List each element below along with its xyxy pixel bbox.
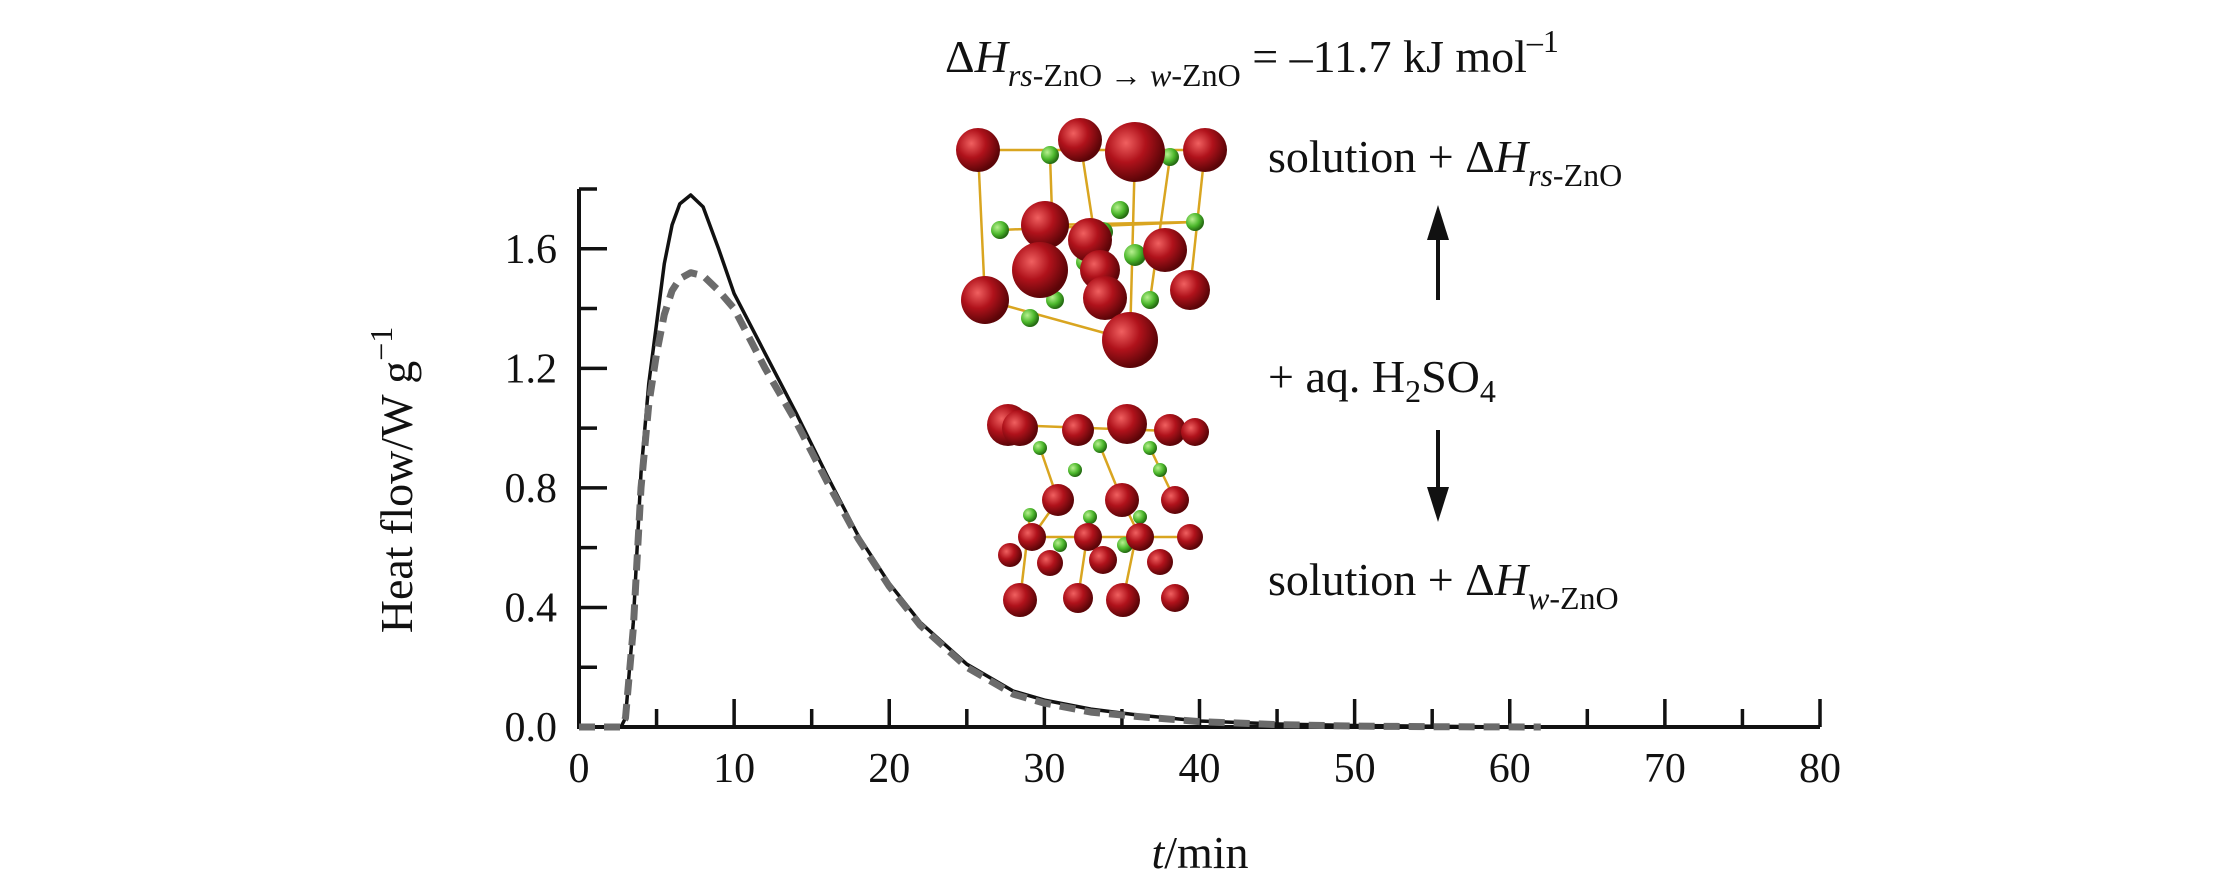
zinc-atom	[1033, 441, 1047, 455]
y-tick-label: 1.6	[505, 227, 558, 273]
zinc-atom	[1111, 201, 1129, 219]
oxygen-atom	[1161, 584, 1189, 612]
rocksalt-solution-label: solution + ΔHrs-ZnO	[1268, 131, 1622, 193]
y-tick-label: 1.2	[505, 346, 558, 392]
x-tick-label: 60	[1489, 746, 1531, 792]
zinc-atom	[1093, 439, 1107, 453]
axes	[577, 187, 1822, 729]
zinc-atom	[1124, 244, 1146, 266]
oxygen-atom	[998, 543, 1022, 567]
x-tick-label: 20	[868, 746, 910, 792]
x-tick-label: 40	[1179, 746, 1221, 792]
oxygen-atom	[1154, 414, 1186, 446]
x-tick-label: 70	[1644, 746, 1686, 792]
oxygen-atom	[1183, 128, 1227, 172]
enthalpy-equation: ΔHrs-ZnO → w-ZnO = –11.7 kJ mol–1	[945, 23, 1559, 93]
x-tick-label: 30	[1023, 746, 1065, 792]
zinc-atom	[1041, 146, 1059, 164]
zinc-atom	[1141, 291, 1159, 309]
oxygen-atom	[1058, 118, 1102, 162]
oxygen-atom	[1062, 414, 1094, 446]
x-tick-label: 80	[1799, 746, 1841, 792]
oxygen-atom	[1170, 270, 1210, 310]
oxygen-atom	[1042, 484, 1074, 516]
oxygen-atom	[1083, 276, 1127, 320]
arrow-up-icon	[1427, 205, 1449, 300]
oxygen-atom	[1147, 549, 1173, 575]
wurtzite-zno-structure	[987, 404, 1209, 617]
curves	[579, 193, 1541, 731]
zinc-atom	[1083, 510, 1097, 524]
zinc-atom	[1021, 309, 1039, 327]
y-axis-label: Heat flow/W g−1	[363, 327, 422, 634]
zinc-atom	[1133, 510, 1147, 524]
y-tick-label: 0.4	[505, 585, 558, 631]
zinc-atom	[1143, 441, 1157, 455]
zinc-atom	[1068, 463, 1082, 477]
oxygen-atom	[1106, 583, 1140, 617]
rocksalt-zno-structure	[956, 118, 1227, 368]
bond	[1148, 156, 1172, 301]
oxygen-atom	[1037, 550, 1063, 576]
x-tick-label: 50	[1334, 746, 1376, 792]
x-tick-labels: 0 10 20 30 40 50 60 70 80	[569, 746, 1842, 792]
oxygen-atom	[1074, 523, 1102, 551]
acid-label: + aq. H2SO4	[1268, 351, 1496, 409]
oxygen-atom	[1177, 524, 1203, 550]
oxygen-atom	[1002, 410, 1038, 446]
zinc-atom	[1186, 213, 1204, 231]
x-axis-label: t/min	[1151, 827, 1248, 878]
dashed-curve	[579, 269, 1541, 731]
oxygen-atom	[1003, 583, 1037, 617]
oxygen-atom	[1107, 404, 1147, 444]
oxygen-atom	[961, 276, 1009, 324]
oxygen-atom	[956, 128, 1000, 172]
bond	[976, 149, 987, 301]
oxygen-atom	[1018, 523, 1046, 551]
zinc-atom	[991, 221, 1009, 239]
oxygen-atom	[1089, 546, 1117, 574]
oxygen-atom	[1126, 523, 1154, 551]
oxygen-atom	[1105, 483, 1139, 517]
wurtzite-solution-label: solution + ΔHw-ZnO	[1268, 554, 1619, 616]
zinc-atom	[1023, 508, 1037, 522]
oxygen-atom	[1012, 242, 1068, 298]
oxygen-atom	[1161, 486, 1189, 514]
y-tick-label: 0.8	[505, 466, 558, 512]
oxygen-atom	[1143, 228, 1187, 272]
arrow-down-icon	[1427, 430, 1449, 522]
oxygen-atom	[1105, 122, 1165, 182]
zinc-atom	[1053, 538, 1067, 552]
x-tick-label: 10	[713, 746, 755, 792]
oxygen-atom	[1063, 583, 1093, 613]
y-tick-labels: 0.0 0.4 0.8 1.2 1.6	[505, 227, 558, 751]
oxygen-atom	[1181, 418, 1209, 446]
x-tick-label: 0	[569, 746, 590, 792]
y-tick-label: 0.0	[505, 705, 558, 751]
zinc-atom	[1153, 463, 1167, 477]
oxygen-atom	[1021, 201, 1069, 249]
oxygen-atom	[1102, 312, 1158, 368]
zinc-atom	[1161, 148, 1179, 166]
